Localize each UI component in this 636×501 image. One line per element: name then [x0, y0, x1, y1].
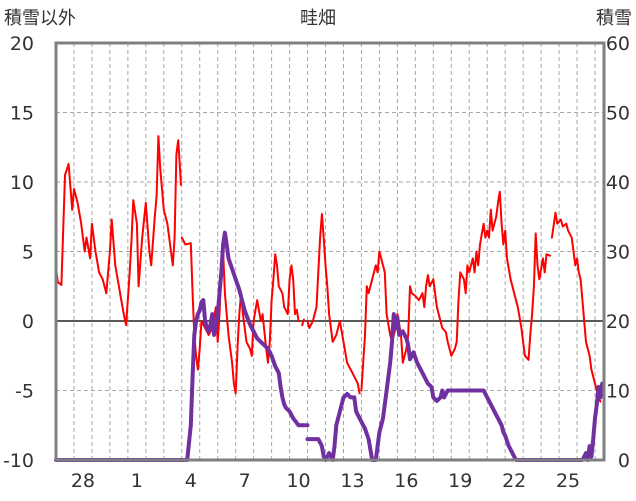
x-axis-ticks: 28 1 4 7 10 13 16 19 22 25 [71, 470, 580, 492]
series-line-right [305, 312, 605, 462]
left-axis-ticks: 20 15 10 5 0 -5 -10 [3, 33, 34, 472]
x-tick-label: 28 [71, 470, 95, 492]
y-tick-label-left: 10 [10, 172, 34, 194]
y-tick-label-right: 40 [606, 172, 630, 194]
y-tick-label-right: 10 [606, 381, 630, 403]
series-layer [54, 135, 605, 462]
left-axis-title: 積雪以外 [4, 8, 76, 29]
y-tick-label-right: 30 [606, 242, 630, 264]
x-tick-label: 22 [502, 470, 526, 492]
series-line-right [54, 230, 310, 462]
y-tick-label-right: 50 [606, 103, 630, 125]
x-tick-label: 19 [448, 470, 472, 492]
y-tick-label-left: 5 [22, 242, 34, 264]
x-tick-label: 10 [286, 470, 310, 492]
y-tick-label-right: 60 [606, 33, 630, 55]
y-tick-label-right: 20 [606, 311, 630, 333]
y-tick-label-left: -10 [3, 450, 34, 472]
x-tick-label: 7 [239, 470, 251, 492]
x-tick-label: 25 [556, 470, 580, 492]
series-line-left [306, 213, 361, 395]
right-axis-ticks: 60 50 40 30 20 10 0 [606, 33, 630, 472]
y-tick-label-left: 0 [22, 311, 34, 333]
y-tick-label-right: 0 [618, 450, 630, 472]
y-tick-label-left: -5 [15, 381, 34, 403]
plot-frame [54, 41, 606, 462]
series-line-left [55, 135, 182, 327]
series-line-left [301, 318, 305, 327]
series-line-left [550, 211, 602, 403]
x-tick-label: 13 [340, 470, 364, 492]
right-axis-title: 積雪 [596, 8, 632, 29]
y-tick-label-left: 20 [10, 33, 34, 55]
x-tick-label: 4 [185, 470, 197, 492]
x-tick-label: 1 [131, 470, 143, 492]
chart-title: 畦畑 [300, 8, 336, 29]
x-tick-label: 16 [394, 470, 418, 492]
y-tick-label-left: 15 [10, 103, 34, 125]
